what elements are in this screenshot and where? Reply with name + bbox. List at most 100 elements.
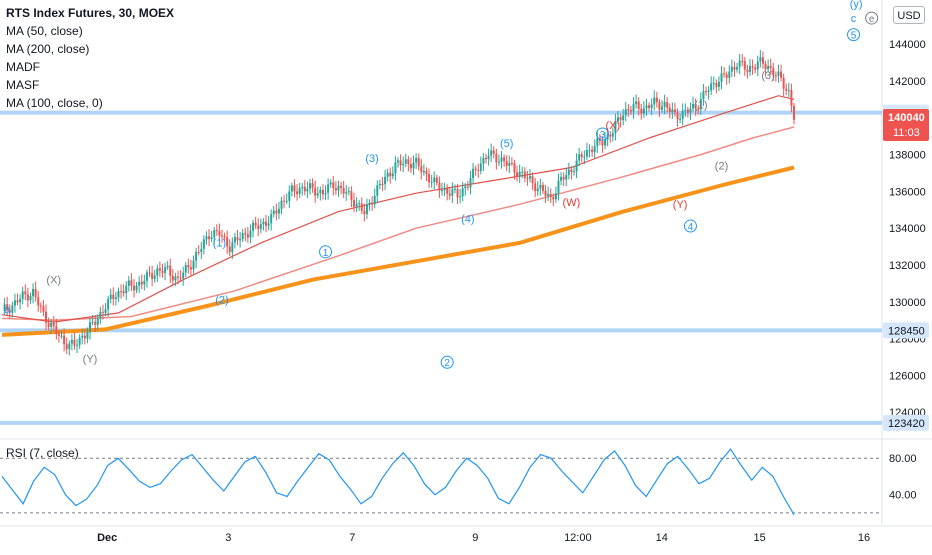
- candle-body: [290, 185, 293, 192]
- candle-body: [365, 204, 368, 215]
- candle-body: [244, 233, 247, 235]
- candle-body: [790, 90, 793, 106]
- candle-body: [710, 83, 713, 91]
- candle-body: [324, 192, 327, 195]
- candle-body: [503, 157, 506, 162]
- time-tick-label: 3: [225, 532, 231, 544]
- candle-body: [174, 276, 177, 281]
- candle-body: [145, 272, 148, 281]
- level-tag-label: 128450: [888, 325, 925, 337]
- candle-body: [133, 285, 135, 291]
- candle-body: [29, 296, 32, 301]
- candle-body: [580, 154, 583, 158]
- wave-circle: [865, 11, 879, 25]
- candle-body: [47, 322, 50, 327]
- candle-body: [314, 187, 317, 196]
- candle-body: [591, 149, 594, 153]
- rsi-title[interactable]: RSI (7, close): [6, 446, 79, 460]
- candle-body: [544, 191, 547, 196]
- wave-label: (2): [215, 295, 228, 307]
- candle-body: [472, 168, 475, 179]
- candle-body: [622, 115, 625, 121]
- legend-ma100[interactable]: MA (100, close, 0): [6, 96, 103, 110]
- candle-body: [526, 177, 529, 179]
- candle-body: [332, 182, 335, 189]
- candle-body: [171, 275, 174, 281]
- candle-body: [627, 109, 630, 111]
- candle-body: [614, 121, 617, 134]
- candle-body: [663, 101, 666, 107]
- candle-body: [466, 186, 469, 188]
- candle-body: [730, 66, 733, 72]
- candle-body: [459, 196, 462, 198]
- candle-body: [769, 65, 772, 68]
- candle-body: [70, 339, 73, 344]
- candle-body: [477, 170, 480, 172]
- candle-body: [42, 306, 45, 312]
- candle-body: [632, 104, 635, 112]
- candle-body: [397, 160, 399, 163]
- wave-label: (Y): [673, 199, 688, 211]
- candle-body: [158, 268, 161, 271]
- candle-body: [705, 91, 707, 93]
- candle-body: [37, 297, 40, 306]
- candle-body: [642, 108, 645, 114]
- candle-body: [461, 188, 464, 197]
- candle-body: [259, 224, 262, 229]
- candle-body: [389, 172, 392, 177]
- wave-circle: [595, 127, 609, 141]
- candle-body: [197, 251, 200, 253]
- candle-body: [321, 189, 324, 195]
- candle-body: [208, 236, 211, 240]
- candle-body: [650, 104, 653, 109]
- level-tag: [883, 322, 929, 339]
- candle-body: [723, 73, 726, 75]
- candle-body: [221, 235, 223, 237]
- candle-body: [347, 191, 350, 193]
- candle-body: [272, 210, 275, 215]
- candle-body: [443, 188, 446, 191]
- candle-body: [715, 83, 718, 87]
- candle-body: [101, 311, 104, 313]
- symbol-title[interactable]: RTS Index Futures, 30, MOEX: [6, 6, 175, 20]
- candle-body: [45, 311, 47, 323]
- candle-body: [179, 277, 182, 279]
- candle-body: [736, 66, 739, 70]
- candle-body: [358, 203, 361, 205]
- candle-body: [138, 281, 141, 286]
- candle-body: [252, 222, 255, 231]
- legend-madf[interactable]: MADF: [6, 60, 40, 74]
- candle-body: [751, 66, 754, 68]
- price-tick-label: 144000: [889, 39, 926, 51]
- currency-button[interactable]: USD: [893, 6, 925, 24]
- candle-body: [435, 177, 438, 183]
- candle-body: [782, 77, 785, 89]
- legend-ma50[interactable]: MA (50, close): [6, 24, 83, 38]
- candle-body: [316, 193, 319, 196]
- candle-body: [495, 153, 498, 163]
- candle-body: [125, 285, 128, 294]
- candle-body: [306, 188, 309, 192]
- candle-body: [78, 337, 81, 345]
- candle-body: [91, 321, 94, 323]
- wave-label: (1): [213, 238, 226, 250]
- candle-body: [596, 138, 599, 147]
- legend-masf[interactable]: MASF: [6, 78, 40, 92]
- candle-body: [697, 108, 700, 110]
- time-tick-label: Dec: [97, 532, 117, 544]
- time-tick-label: 14: [656, 532, 668, 544]
- wave-label: (2): [715, 160, 728, 172]
- candle-body: [617, 117, 619, 122]
- time-tick-label: 9: [472, 532, 478, 544]
- wave-label: (4): [461, 214, 474, 226]
- candle-body: [518, 171, 521, 177]
- candle-body: [733, 66, 736, 70]
- candle-body: [712, 83, 715, 85]
- wave-circle: [319, 245, 333, 259]
- legend-ma200[interactable]: MA (200, close): [6, 42, 90, 56]
- candle-body: [223, 235, 226, 238]
- candle-body: [692, 104, 695, 109]
- candle-body: [415, 157, 418, 163]
